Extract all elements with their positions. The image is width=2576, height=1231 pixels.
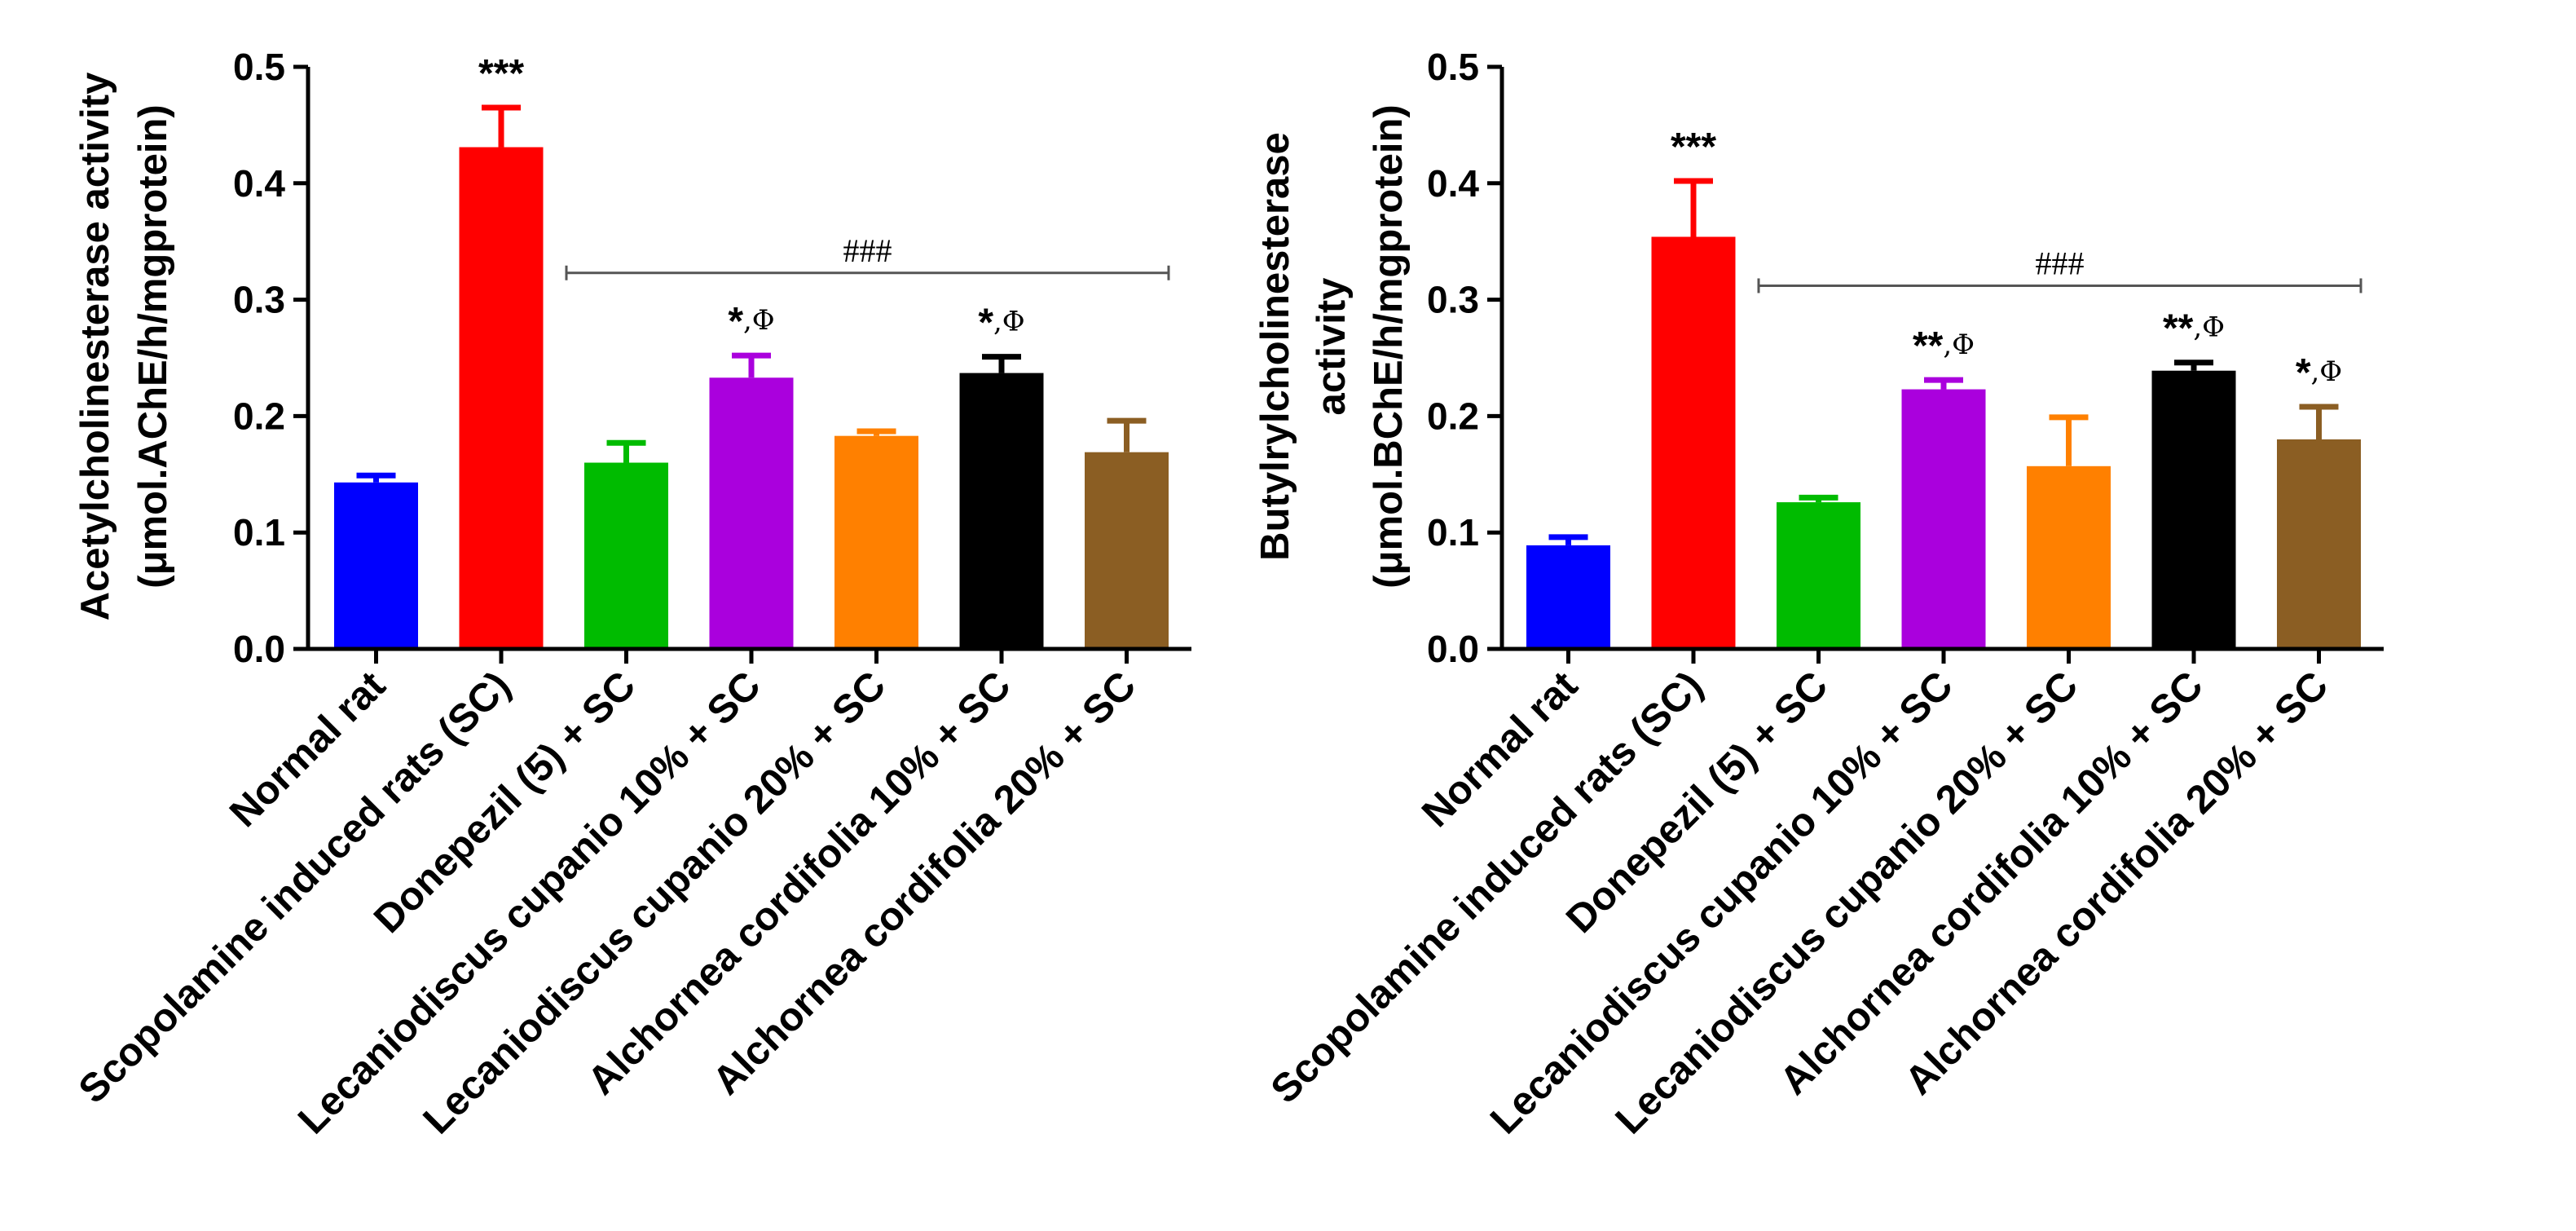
y-axis-title: Acetylcholinesterase activity [73, 73, 117, 621]
bar [709, 377, 794, 649]
y-tick-label: 0.3 [1427, 279, 1479, 321]
significance-label: *,Φ [728, 300, 774, 343]
y-tick-label: 0.5 [1427, 46, 1479, 88]
bar [1526, 545, 1610, 649]
bar [1085, 452, 1169, 649]
y-tick-label: 0.4 [233, 162, 285, 205]
significance-stars: ** [2163, 307, 2194, 351]
category-label: Lecaniodiscus cupanio 10% + SC [290, 664, 769, 1143]
significance-phi: ,Φ [2311, 355, 2343, 388]
significance-stars: * [2296, 351, 2311, 395]
bar [1651, 236, 1736, 649]
y-tick-label: 0.4 [1427, 162, 1479, 205]
significance-label: *** [1671, 126, 1716, 169]
significance-phi: ,Φ [993, 306, 1025, 338]
y-tick-label: 0.3 [233, 279, 285, 321]
bar [2151, 370, 2236, 649]
category-label: Lecaniodiscus cupanio 20% + SC [415, 664, 894, 1143]
significance-label: *** [478, 52, 524, 95]
y-axis-title: (μmol.BChE/h/mgprotein) [1367, 104, 1411, 588]
y-tick-label: 0.1 [233, 511, 285, 554]
y-tick-label: 0.0 [1427, 628, 1479, 670]
y-axis-title: Butylrylcholinesterase [1253, 132, 1297, 561]
y-tick-label: 0.2 [1427, 395, 1479, 437]
significance-phi: ,Φ [743, 304, 775, 337]
bar [2277, 439, 2361, 649]
y-axis-title: (μmol.AChE/h/mgprotein) [131, 104, 175, 588]
y-tick-label: 0.2 [233, 395, 285, 437]
bar [1777, 502, 1860, 649]
y-tick-label: 0.0 [233, 628, 285, 670]
bar [834, 435, 918, 649]
significance-phi: ,Φ [2193, 311, 2225, 344]
significance-bracket-label: ### [843, 232, 892, 269]
significance-stars: *** [1671, 126, 1716, 169]
bar [584, 462, 668, 649]
category-label: Lecaniodiscus cupanio 10% + SC [1482, 664, 1962, 1143]
y-tick-label: 0.1 [1427, 511, 1479, 554]
significance-label: **,Φ [1913, 324, 1975, 368]
significance-bracket-label: ### [2036, 245, 2085, 281]
category-label: Lecaniodiscus cupanio 20% + SC [1607, 664, 2086, 1143]
significance-phi: ,Φ [1943, 329, 1975, 361]
significance-stars: *** [478, 52, 524, 95]
significance-stars: * [728, 300, 743, 343]
significance-label: **,Φ [2163, 307, 2225, 351]
bar [959, 373, 1044, 649]
bar [1901, 389, 1986, 649]
bar [459, 147, 544, 650]
significance-label: *,Φ [2296, 351, 2342, 395]
significance-label: *,Φ [978, 302, 1024, 345]
significance-stars: ** [1913, 324, 1944, 368]
bar [334, 482, 418, 649]
bar [2027, 465, 2111, 649]
y-axis-title: activity [1310, 278, 1354, 416]
significance-stars: * [978, 302, 993, 345]
y-tick-label: 0.5 [233, 46, 285, 88]
